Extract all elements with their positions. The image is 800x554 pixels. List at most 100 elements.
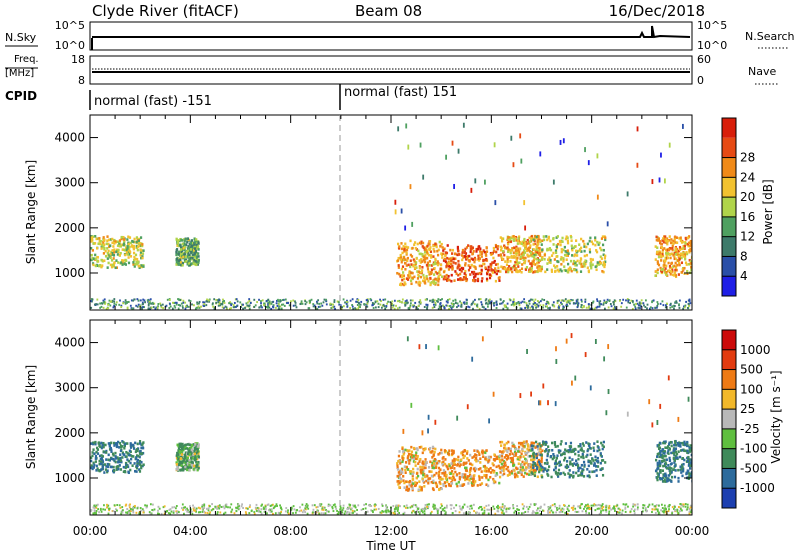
noise-left-tick-bottom: 10^0 — [55, 39, 85, 52]
velocity-echo-cell — [557, 449, 560, 452]
power-echo-cell — [537, 246, 540, 250]
power-echo-cell — [534, 263, 537, 266]
power-echo-cell — [425, 274, 428, 278]
power-echo-cell — [470, 263, 473, 267]
power-echo-cell — [555, 255, 558, 258]
velocity-echo-cell — [526, 447, 529, 451]
power-echo-cell — [523, 237, 526, 241]
power-echo-cell — [484, 253, 487, 256]
velocity-echo-cell — [533, 457, 536, 461]
velocity-echo-cell — [574, 452, 577, 456]
velocity-echo-cell — [659, 469, 662, 472]
velocity-echo-cell — [90, 442, 93, 445]
velocity-ground-cell — [233, 512, 236, 515]
velocity-echo-cell — [492, 477, 495, 481]
noise-panel — [89, 21, 693, 51]
power-echo-cell — [438, 270, 441, 274]
power-ground-cell — [323, 298, 326, 301]
power-echo-cell — [687, 244, 690, 248]
velocity-echo-cell — [685, 471, 688, 475]
power-ground-cell — [113, 302, 116, 305]
power-echo-cell — [176, 244, 179, 247]
power-echo-cell — [433, 250, 436, 253]
power-echo-cell — [474, 258, 477, 261]
power-ground-cell — [294, 300, 296, 303]
velocity-echo-cell — [664, 480, 667, 483]
power-ground-cell — [456, 302, 459, 305]
velocity-echo-cell — [128, 449, 131, 453]
power-echo-cell — [398, 272, 401, 276]
power-echo-cell — [435, 278, 438, 281]
power-echo-cell — [682, 246, 685, 250]
power-ground-cell — [534, 298, 537, 301]
power-echo-cell — [197, 252, 200, 255]
velocity-ground-cell — [651, 503, 654, 506]
power-echo-cell — [138, 241, 141, 245]
velocity-echo-cell — [108, 463, 111, 466]
velocity-ground-cell — [149, 512, 152, 515]
velocity-echo-cell — [101, 467, 104, 471]
power-echo-cell — [91, 249, 94, 252]
power-ground-cell — [384, 307, 387, 310]
power-echo-cell — [140, 264, 143, 267]
power-echo-cell — [566, 241, 570, 245]
power-echo-cell — [118, 253, 122, 257]
power-ground-cell — [612, 307, 615, 310]
power-echo-cell — [527, 248, 530, 252]
velocity-echo-cell — [446, 480, 449, 484]
power-echo-cell — [507, 242, 510, 246]
power-echo-cell — [681, 252, 684, 256]
power-echo-cell — [675, 253, 679, 256]
velocity-ground-cell — [373, 508, 376, 511]
power-echo-cell — [587, 269, 590, 273]
power-echo-cell — [119, 245, 122, 248]
velocity-echo-cell — [690, 471, 692, 474]
power-echo-cell — [187, 251, 190, 255]
power-ground-cell — [100, 305, 103, 308]
velocity-echo-cell — [444, 477, 447, 480]
velocity-ground-cell — [466, 505, 469, 508]
power-echo-cell — [93, 242, 97, 245]
power-echo-cell — [530, 235, 533, 239]
power-echo-cell — [188, 259, 191, 263]
power-ground-cell — [148, 300, 151, 303]
velocity-echo-cell — [571, 450, 575, 453]
velocity-echo-cell — [495, 472, 498, 475]
power-ground-cell — [322, 301, 325, 304]
power-echo-cell — [677, 262, 681, 265]
power-ground-cell — [539, 304, 542, 307]
power-echo-cell — [400, 242, 403, 245]
power-ground-cell — [91, 300, 93, 303]
velocity-echo-cell — [688, 446, 691, 449]
power-echo-cell — [594, 238, 597, 242]
power-ground-cell — [671, 305, 674, 308]
power-echo-cell — [112, 253, 116, 257]
power-echo-cell — [535, 257, 538, 261]
power-echo-cell — [600, 237, 604, 240]
velocity-ground-cell — [630, 508, 633, 511]
power-ground-cell — [454, 299, 457, 302]
velocity-echo-cell — [188, 458, 191, 462]
velocity-ground-cell — [343, 512, 346, 515]
velocity-echo-cell — [181, 456, 184, 459]
power-ground-cell — [585, 306, 588, 309]
power-ground-cell — [181, 306, 184, 309]
velocity-echo-cell — [680, 467, 683, 471]
power-ground-cell — [502, 299, 505, 302]
power-echo-cell — [572, 246, 576, 250]
power-echo-cell — [444, 276, 447, 280]
velocity-echo-cell — [465, 452, 469, 455]
velocity-echo-cell — [431, 456, 434, 459]
power-ground-cell — [379, 298, 381, 301]
power-ground-cell — [235, 305, 237, 308]
velocity-ground-cell — [106, 506, 108, 509]
power-ground-cell — [524, 306, 527, 309]
power-echo-cell — [192, 262, 196, 266]
power-ground-cell — [483, 306, 485, 309]
power-echo-cell — [137, 260, 140, 264]
power-ground-cell — [574, 302, 577, 305]
velocity-echo-cell — [522, 475, 525, 478]
power-echo-cell — [490, 269, 493, 272]
power-echo-cell — [175, 257, 179, 261]
power-ground-cell — [392, 304, 395, 307]
